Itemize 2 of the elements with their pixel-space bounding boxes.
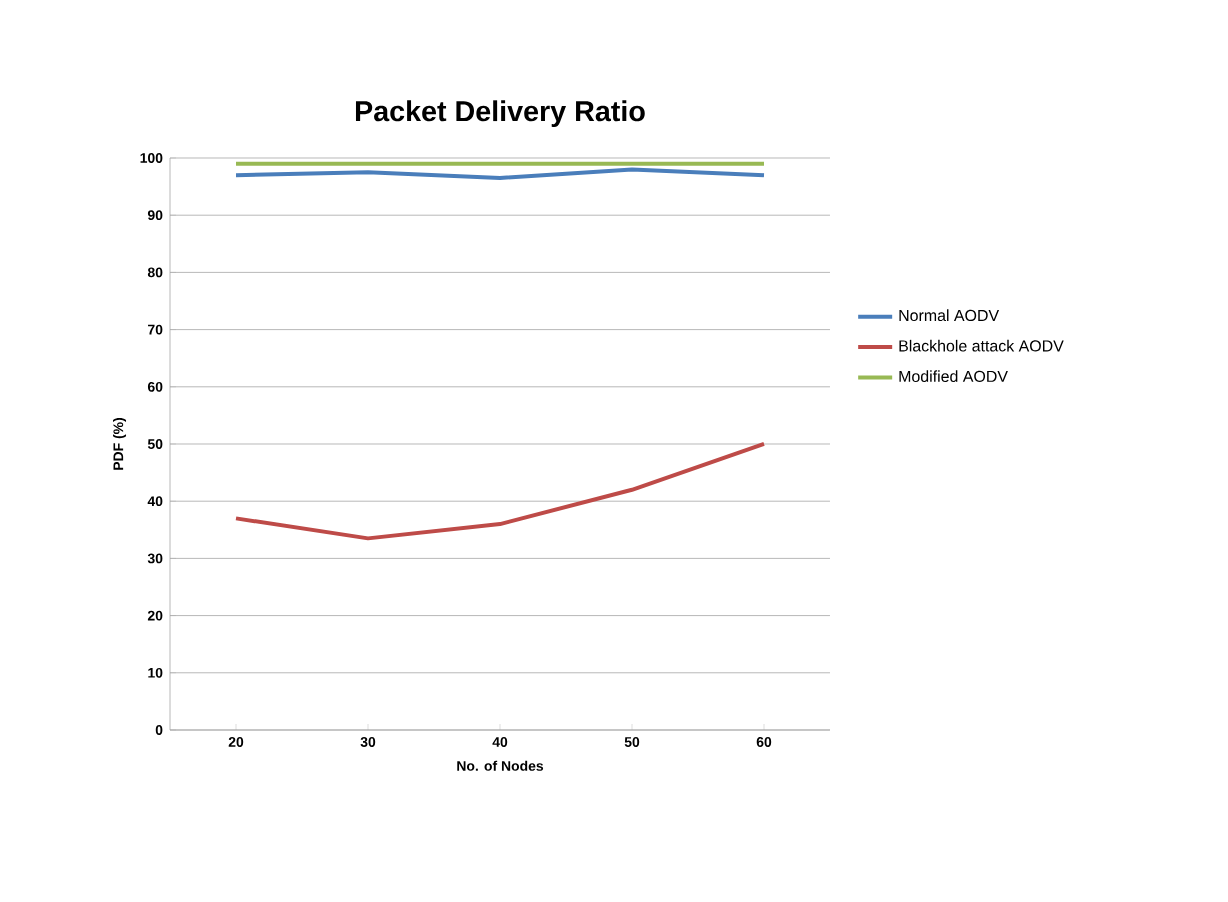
chart-title: Packet Delivery Ratio [355, 100, 645, 128]
line-series [234, 441, 766, 541]
